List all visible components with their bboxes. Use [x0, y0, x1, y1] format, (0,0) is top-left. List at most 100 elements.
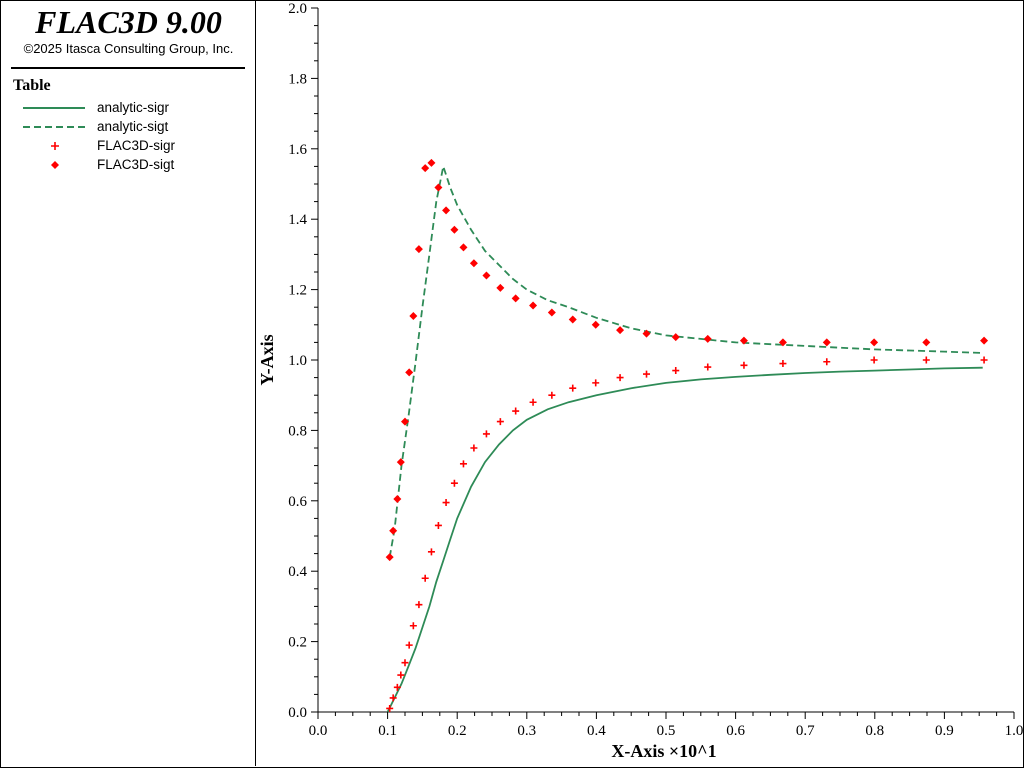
data-point-flac3d-sigr	[643, 370, 651, 378]
data-point-flac3d-sigr	[672, 367, 680, 375]
data-point-flac3d-sigt	[922, 338, 931, 347]
data-point-flac3d-sigt	[385, 553, 394, 562]
data-point-flac3d-sigr	[401, 659, 409, 667]
chart-axes: 0.0 0.1 0.2 0.3 0.4 0.5 0.6 0.7 0.8 0.9 1.0 0.0 0.2 0…	[288, 1, 1023, 739]
y-tick-label: 1.6	[288, 142, 307, 158]
data-point-flac3d-sigt	[980, 336, 989, 345]
legend-panel: FLAC3D 9.00 ©2025 Itasca Consulting Grou…	[1, 1, 256, 766]
data-point-flac3d-sigt	[414, 245, 423, 254]
data-point-flac3d-sigt	[739, 336, 748, 345]
series-line-analytic-sigr	[386, 366, 983, 713]
data-point-flac3d-sigr	[397, 671, 405, 679]
data-point-flac3d-sigr	[496, 418, 504, 426]
data-point-flac3d-sigt	[409, 312, 418, 320]
data-point-flac3d-sigt	[482, 271, 491, 280]
data-point-flac3d-sigr	[529, 398, 537, 406]
data-point-flac3d-sigr	[922, 356, 930, 364]
data-point-flac3d-sigr	[569, 384, 577, 392]
data-point-flac3d-sigr	[870, 356, 878, 364]
data-point-flac3d-sigt	[511, 294, 520, 303]
legend-divider	[11, 67, 245, 69]
legend-item-analytic-sigr[interactable]: analytic-sigr	[1, 99, 251, 117]
data-point-flac3d-sigr	[823, 358, 831, 366]
y-tick-label: 0.6	[288, 494, 307, 510]
legend-title: Table	[13, 77, 51, 94]
data-point-flac3d-sigt	[389, 526, 398, 535]
data-point-flac3d-sigt	[405, 368, 414, 377]
data-point-flac3d-sigt	[401, 417, 409, 426]
data-point-flac3d-sigt	[442, 206, 451, 215]
diamond-marker-swatch-icon	[51, 161, 59, 169]
data-point-flac3d-sigr	[415, 601, 423, 609]
y-tick-label: 1.4	[288, 212, 307, 228]
data-point-flac3d-sigt	[778, 338, 787, 347]
data-point-flac3d-sigt	[642, 329, 651, 338]
x-tick-label: 0.2	[448, 723, 467, 739]
x-tick-label: 0.9	[935, 723, 954, 739]
x-tick-label: 0.7	[796, 723, 815, 739]
data-point-flac3d-sigr	[740, 361, 748, 369]
data-point-flac3d-sigt	[870, 338, 879, 347]
x-tick-label: 0.4	[587, 723, 606, 739]
y-tick-label: 0.8	[288, 423, 307, 439]
data-point-flac3d-sigr	[427, 548, 435, 556]
data-point-flac3d-sigt	[568, 315, 577, 324]
app-title: FLAC3D 9.00	[35, 4, 222, 40]
data-point-flac3d-sigr	[779, 360, 787, 368]
plus-marker-swatch-icon	[51, 142, 59, 150]
x-tick-label: 0.1	[378, 723, 397, 739]
data-point-flac3d-sigt	[396, 458, 405, 467]
data-point-flac3d-sigt	[450, 225, 459, 234]
y-tick-label: 1.0	[288, 353, 307, 369]
data-point-flac3d-sigt	[393, 495, 402, 504]
data-point-flac3d-sigr	[470, 444, 478, 452]
data-point-flac3d-sigr	[386, 704, 394, 712]
x-tick-label: 1.0	[1005, 723, 1024, 739]
data-point-flac3d-sigt	[703, 334, 712, 343]
x-tick-label: 0.3	[517, 723, 536, 739]
data-point-flac3d-sigr	[434, 521, 442, 529]
y-tick-label: 2.0	[288, 1, 307, 17]
data-point-flac3d-sigt	[421, 164, 430, 173]
x-axis-title: X-Axis ×10^1	[611, 741, 716, 761]
y-tick-label: 0.4	[288, 564, 307, 580]
legend-item-label: analytic-sigr	[97, 100, 170, 115]
data-point-flac3d-sigt	[547, 308, 556, 317]
legend-item-analytic-sigt[interactable]: analytic-sigt	[1, 118, 251, 136]
legend-item-flac3d-sigr[interactable]: FLAC3D-sigr	[1, 137, 251, 155]
data-point-flac3d-sigr	[704, 363, 712, 371]
x-tick-label: 0.0	[309, 723, 328, 739]
chart-series-layer	[385, 158, 989, 713]
data-point-flac3d-sigt	[616, 326, 625, 335]
data-point-flac3d-sigt	[469, 259, 478, 268]
legend-item-label: FLAC3D-sigt	[97, 157, 175, 172]
series-line-analytic-sigt	[388, 162, 983, 558]
data-point-flac3d-sigr	[592, 379, 600, 387]
data-point-flac3d-sigr	[442, 499, 450, 507]
data-point-flac3d-sigt	[459, 243, 468, 252]
data-point-flac3d-sigr	[409, 622, 417, 630]
data-point-flac3d-sigr	[450, 479, 458, 487]
solid-line-swatch-icon	[23, 107, 85, 109]
y-axis-title: Y-Axis	[257, 334, 277, 385]
data-point-flac3d-sigt	[671, 333, 680, 342]
data-point-flac3d-sigt	[529, 301, 538, 310]
copyright-text: ©2025 Itasca Consulting Group, Inc.	[23, 41, 234, 56]
data-point-flac3d-sigt	[496, 283, 505, 292]
legend-item-label: analytic-sigt	[97, 119, 169, 134]
data-point-flac3d-sigr	[421, 574, 429, 582]
data-point-flac3d-sigr	[980, 356, 988, 364]
data-point-flac3d-sigr	[548, 391, 556, 399]
y-tick-label: 0.2	[288, 635, 307, 651]
data-point-flac3d-sigr	[393, 683, 401, 691]
legend-item-label: FLAC3D-sigr	[97, 138, 176, 153]
legend-item-flac3d-sigt[interactable]: FLAC3D-sigt	[1, 156, 251, 174]
x-tick-label: 0.6	[726, 723, 745, 739]
data-point-flac3d-sigt	[822, 338, 831, 347]
data-point-flac3d-sigt	[434, 183, 443, 192]
data-point-flac3d-sigr	[405, 641, 413, 649]
data-point-flac3d-sigr	[389, 694, 397, 702]
y-tick-label: 1.8	[288, 71, 307, 87]
data-point-flac3d-sigr	[482, 430, 490, 438]
